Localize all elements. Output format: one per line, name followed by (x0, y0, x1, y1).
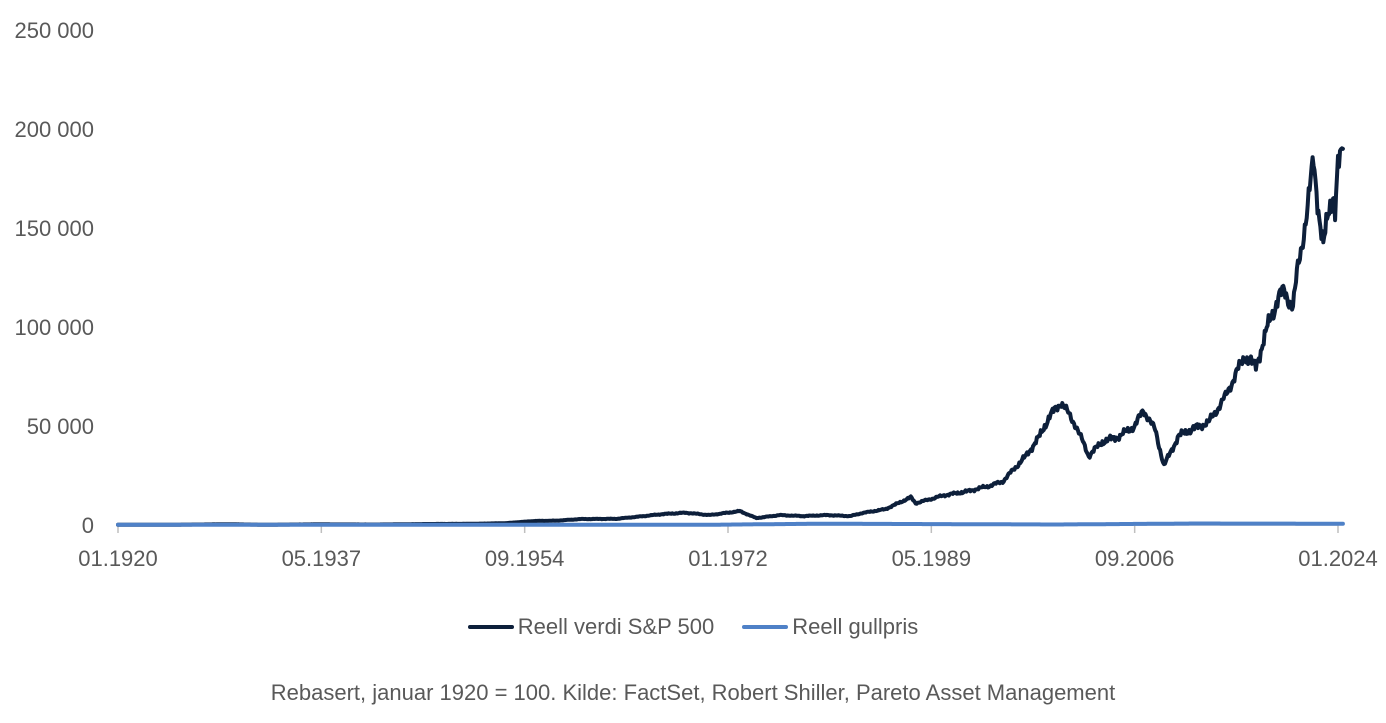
legend-label-sp500: Reell verdi S&P 500 (517, 614, 715, 639)
legend-swatch-sp500 (467, 625, 514, 629)
x-axis-tick-labels: 01.1920 05.1937 09.1954 01.1972 05.1989 09.20… (78, 546, 1378, 571)
legend-item-gold: Reell gullpris (742, 614, 918, 640)
x-tick-label: 01.2024 (1298, 546, 1378, 571)
legend-label-gold: Reell gullpris (792, 614, 919, 639)
y-tick-label: 0 (82, 513, 94, 538)
y-tick-label: 100 000 (14, 315, 94, 340)
x-tick-label: 05.1989 (892, 546, 972, 571)
x-tick-label: 09.1954 (485, 546, 565, 571)
legend-swatch-gold (742, 625, 789, 629)
y-tick-label: 50 000 (27, 414, 94, 439)
y-tick-label: 200 000 (14, 117, 94, 142)
y-tick-label: 250 000 (14, 18, 94, 43)
x-tick-label: 05.1937 (282, 546, 362, 571)
series-line-sp500 (116, 146, 1345, 527)
y-axis-tick-labels: 0 50 000 100 000 150 000 200 000 250 000 (14, 18, 94, 538)
legend-item-sp500: Reell verdi S&P 500 (467, 614, 715, 640)
source-note: Rebasert, januar 1920 = 100. Kilde: Fact… (270, 680, 1116, 705)
x-tick-label: 01.1972 (688, 546, 768, 571)
series-line-gold (116, 521, 1345, 527)
y-tick-label: 150 000 (14, 216, 94, 241)
line-chart: 0 50 000 100 000 150 000 200 000 250 000 01.1… (14, 18, 1378, 571)
x-tick-label: 01.1920 (78, 546, 158, 571)
legend: Reell verdi S&P 500 Reell gullpris (0, 614, 1386, 640)
x-tick-label: 09.2006 (1095, 546, 1175, 571)
series-lines (116, 146, 1345, 527)
